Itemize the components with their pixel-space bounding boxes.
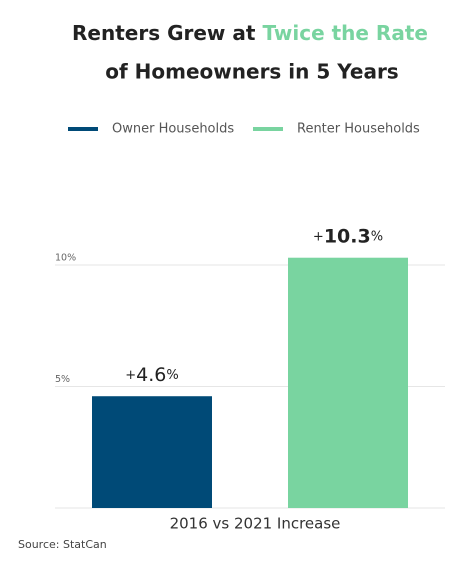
- chart-title-line: Renters Grew at Twice the Rate: [72, 21, 428, 45]
- legend-label: Owner Households: [112, 122, 234, 137]
- bar: [288, 257, 408, 508]
- legend-label: Renter Households: [297, 122, 420, 137]
- x-tick-label: 2016 vs 2021 Increase: [170, 515, 341, 533]
- y-tick-label: 10%: [55, 253, 76, 264]
- bar: [92, 396, 212, 508]
- chart-title-line: of Homeowners in 5 Years: [105, 60, 398, 84]
- source: Source: StatCan: [18, 538, 107, 551]
- y-tick-label: 5%: [55, 374, 70, 385]
- title-part: Renters Grew at: [72, 21, 256, 45]
- value-label: +4.6%: [125, 364, 178, 386]
- value-label: +10.3%: [313, 225, 383, 247]
- title-highlight: Twice the Rate: [262, 21, 428, 45]
